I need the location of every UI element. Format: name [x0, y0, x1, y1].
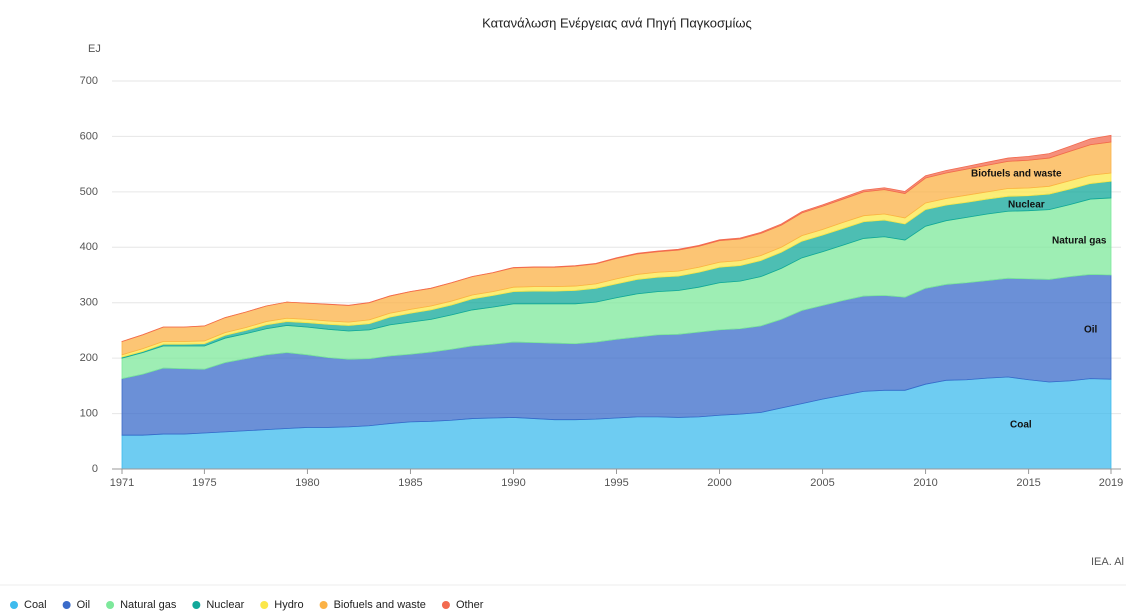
- x-tick-label: 1990: [501, 477, 525, 489]
- legend-label: Nuclear: [206, 599, 244, 611]
- x-tick-label: 2000: [707, 477, 731, 489]
- y-tick-label: 400: [80, 241, 98, 253]
- legend-label: Other: [456, 599, 484, 611]
- x-tick-label: 2015: [1016, 477, 1040, 489]
- y-tick-label: 100: [80, 407, 98, 419]
- x-tick-label: 1975: [192, 477, 216, 489]
- legend-swatch: [10, 601, 18, 609]
- y-axis-label: EJ: [88, 43, 101, 55]
- x-tick-label: 1985: [398, 477, 422, 489]
- legend-swatch: [441, 601, 450, 609]
- x-tick-label: 1980: [295, 477, 319, 489]
- annotation: Oil: [1084, 325, 1098, 336]
- legend-swatch: [319, 601, 328, 609]
- y-tick-label: 0: [92, 463, 98, 475]
- annotation: Biofuels and waste: [971, 169, 1062, 180]
- y-tick-label: 700: [80, 75, 98, 87]
- legend: Coal Oil Natural gas Nuclear Hydro Biofuels a…: [10, 599, 484, 611]
- x-tick-label: 2019: [1099, 477, 1123, 489]
- annotation: Nuclear: [1008, 200, 1045, 211]
- annotation: Coal: [1010, 420, 1032, 431]
- y-tick-label: 500: [80, 186, 98, 198]
- legend-label: Oil: [77, 599, 90, 611]
- annotation: Natural gas: [1052, 236, 1107, 247]
- y-tick-label: 200: [80, 352, 98, 364]
- area: [121, 134, 1112, 343]
- x-tick-label: 2005: [810, 477, 834, 489]
- x-tick-label: 1995: [604, 477, 628, 489]
- legend-swatch: [192, 601, 201, 609]
- legend-label: Natural gas: [120, 599, 177, 611]
- legend-label: Coal: [24, 599, 47, 611]
- legend-swatch: [62, 601, 71, 609]
- chart-title: Κατανάλωση Ενέργειας ανά Πηγή Παγκοσμίως: [482, 15, 752, 30]
- y-tick-label: 300: [80, 297, 98, 309]
- x-tick-label: 1971: [110, 477, 134, 489]
- source: IEA. Al: [1091, 556, 1124, 568]
- legend-swatch: [106, 601, 115, 609]
- x-tick-label: 2010: [913, 477, 937, 489]
- legend-label: Biofuels and waste: [334, 599, 426, 611]
- legend-swatch: [260, 601, 269, 609]
- plot: 0 100 200 300 400 500 600 700 1971 1975 1980 1985 19…: [80, 75, 1124, 489]
- legend-label: Hydro: [274, 599, 303, 611]
- y-tick-label: 600: [80, 130, 98, 142]
